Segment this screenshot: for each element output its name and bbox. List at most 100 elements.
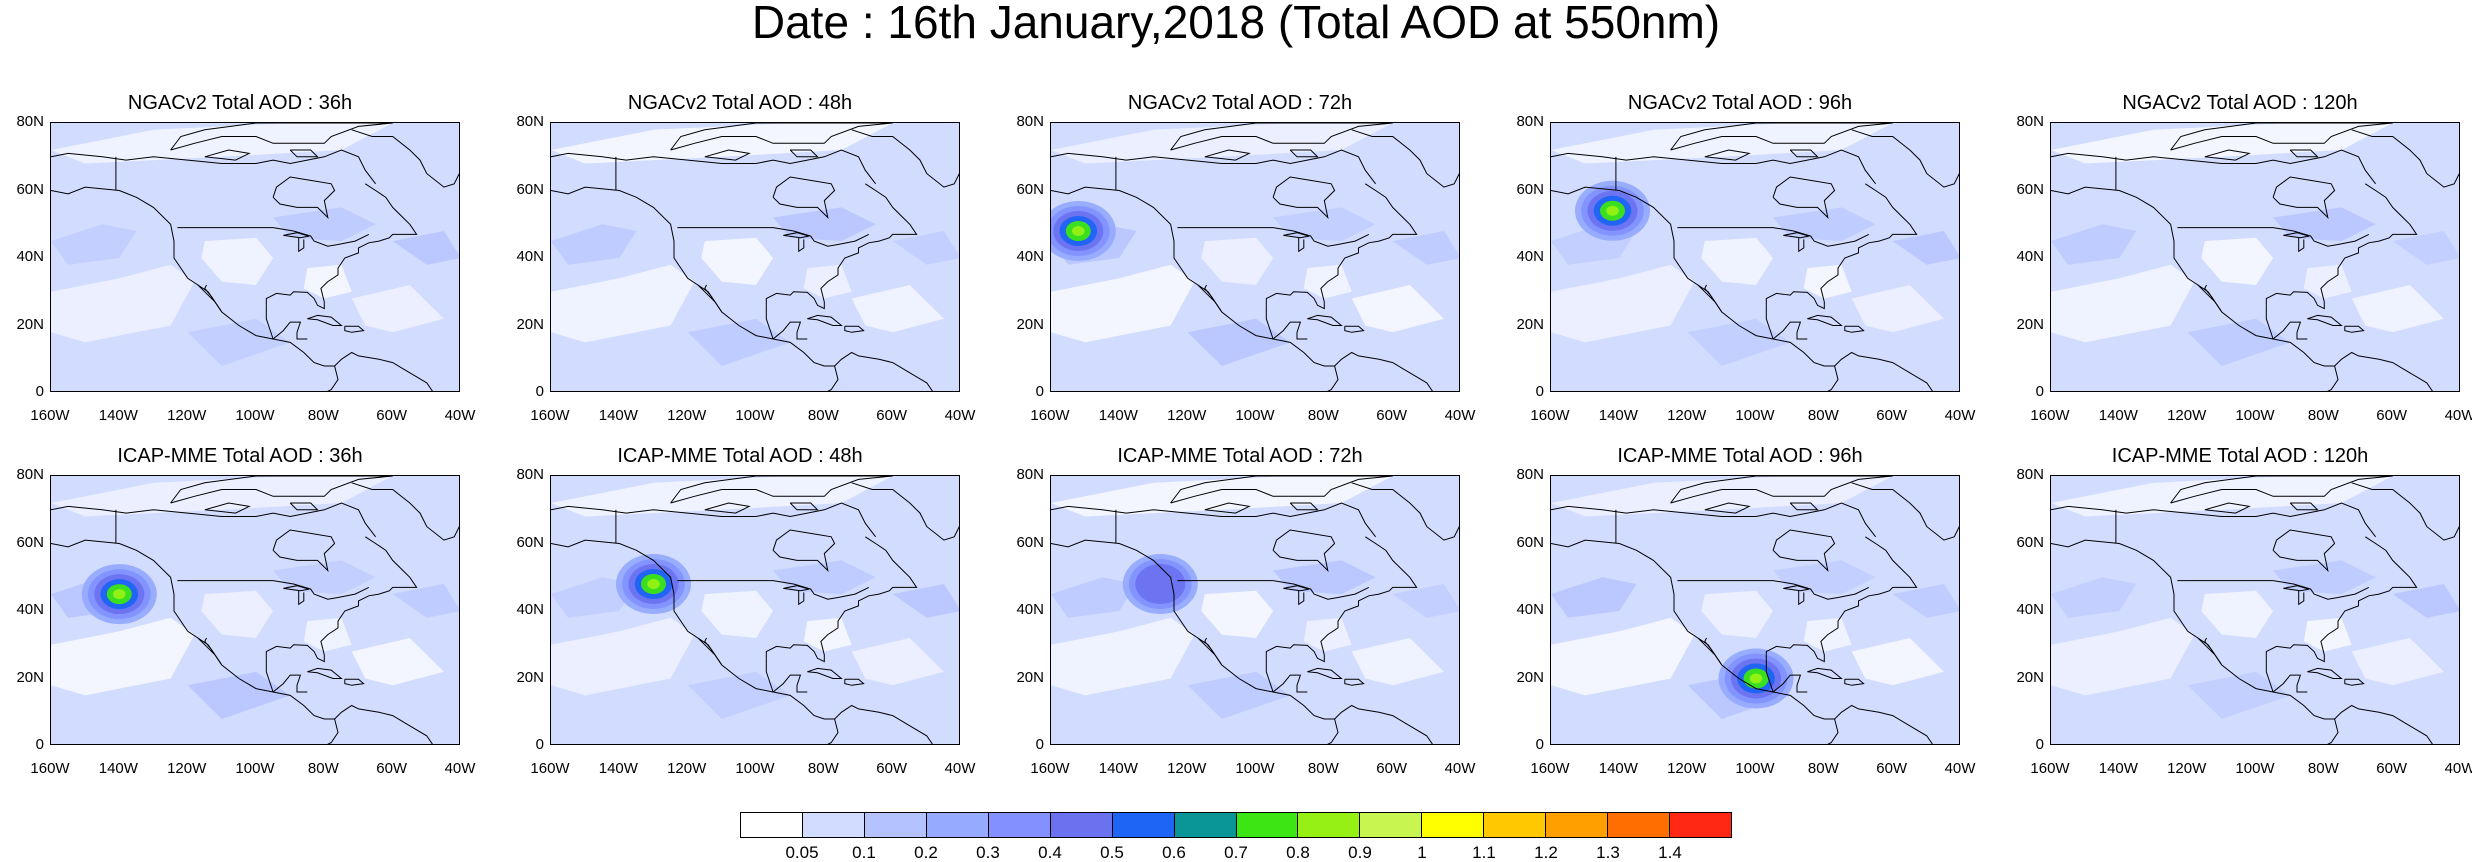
coastline (1265, 658, 1274, 693)
low-aod-patch (1351, 638, 1444, 686)
aod-map (1050, 122, 1460, 392)
coastline (677, 580, 870, 600)
coastline (1327, 718, 1339, 744)
coastline (1789, 502, 1819, 511)
low-aod-patch (2051, 617, 2195, 696)
lon-tick-label: 160W (30, 760, 70, 777)
aod-map-svg (551, 476, 959, 744)
panel-title: ICAP-MME Total AOD : 96h (1617, 445, 1863, 467)
colorbar-box (1546, 813, 1609, 837)
lat-tick-label: 80N (2016, 113, 2044, 130)
coastline (1289, 149, 1319, 158)
coastline (2170, 476, 2393, 504)
coastline (1851, 482, 1959, 541)
moderate-aod-patch (892, 584, 959, 618)
coastline (2204, 149, 2251, 161)
lon-tick-label: 60W (876, 407, 908, 424)
aod-map (1550, 122, 1960, 392)
lat-tick-label: 20N (2016, 315, 2044, 333)
lon-tick-label: 140W (98, 760, 138, 777)
moderate-aod-patch (551, 577, 637, 618)
coastline (1772, 321, 1808, 340)
map-panel: ICAP-MME Total AOD : 48h 80N 60N 40N 20N 0 160… (500, 445, 975, 790)
moderate-aod-patch (187, 671, 291, 719)
coastline (551, 539, 933, 744)
aod-map-svg (2051, 123, 2459, 391)
lon-tick-label: 80W (1307, 760, 1339, 777)
coastline (807, 667, 843, 679)
lat-tick-label: 60N (516, 180, 544, 198)
lat-tick-label: 0 (1035, 736, 1044, 753)
coastline (1307, 667, 1343, 679)
lon-tick-label: 100W (1735, 407, 1775, 424)
coastline (697, 637, 723, 666)
coastline (2351, 129, 2459, 188)
lon-tick-label: 160W (1530, 407, 1570, 424)
moderate-aod-patch (1892, 231, 1959, 265)
coastline (2298, 237, 2305, 253)
colorbar-label: 1.4 (1658, 843, 1682, 862)
lon-tick-label: 40W (444, 407, 476, 424)
coastline (265, 658, 274, 693)
lon-tick-label: 120W (1167, 760, 1207, 777)
lat-tick-label: 80N (1016, 113, 1044, 130)
low-aod-patch (1551, 476, 1893, 517)
lat-tick-label: 40N (1016, 601, 1044, 618)
coastline (1844, 325, 1865, 333)
colorbar-box (1484, 813, 1547, 837)
coastline (844, 678, 865, 686)
coastline (1807, 667, 1843, 679)
lat-tick-label: 0 (35, 736, 44, 753)
colorbar-label: 0.8 (1286, 843, 1310, 862)
colorbar-box (802, 813, 865, 837)
coastline (2289, 502, 2319, 511)
lat-tick-label: 0 (1035, 383, 1044, 400)
coastline (265, 305, 274, 340)
aod-map (50, 122, 460, 392)
lat-tick-label: 80N (1016, 466, 1044, 483)
colorbar-label: 0.6 (1162, 843, 1186, 862)
coastline (1272, 529, 1336, 573)
coastline (2265, 305, 2274, 340)
lat-tick-label: 40N (2016, 601, 2044, 618)
lon-tick-label: 140W (2098, 760, 2138, 777)
coastline (677, 227, 870, 247)
aod-map (1050, 475, 1460, 745)
coastline (2177, 227, 2370, 247)
coastline (704, 149, 751, 161)
low-aod-patch (1851, 638, 1944, 686)
aod-plume-contour (1749, 673, 1763, 684)
coastline (1177, 227, 1370, 247)
panel-title: NGACv2 Total AOD : 120h (2122, 92, 2358, 114)
map-panel: NGACv2 Total AOD : 36h 80N 60N 40N 20N 0 160W 1… (0, 92, 475, 437)
lon-tick-label: 80W (307, 760, 339, 777)
low-aod-patch (551, 123, 893, 164)
panel-title: ICAP-MME Total AOD : 120h (2111, 445, 2369, 467)
coastline (2327, 365, 2339, 391)
low-aod-patch (551, 476, 893, 517)
lon-tick-label: 60W (376, 407, 408, 424)
coastline (1298, 237, 1305, 253)
coastline (344, 678, 365, 686)
coastline (1265, 183, 1418, 310)
map-panel: ICAP-MME Total AOD : 120h 80N 60N 40N 20N 0 16… (2000, 445, 2472, 790)
coastline (1204, 149, 1251, 161)
coastline (772, 321, 808, 340)
aod-map-svg (1051, 476, 1459, 744)
lat-tick-label: 60N (1016, 180, 1044, 198)
coastline (2265, 658, 2274, 693)
aod-plume-contour (1606, 205, 1619, 216)
coastline (1051, 539, 1433, 744)
coastline (1827, 718, 1839, 744)
coastline (2327, 718, 2339, 744)
lat-tick-label: 20N (16, 668, 44, 686)
lon-tick-label: 60W (876, 760, 908, 777)
low-aod-patch (1051, 123, 1393, 164)
moderate-aod-patch (392, 231, 459, 265)
coastline (1697, 637, 1723, 666)
coastline (1798, 237, 1805, 253)
coastline (1551, 149, 1876, 185)
aod-plume-contour (1072, 226, 1085, 236)
lon-tick-label: 80W (2307, 407, 2339, 424)
coastline (307, 314, 343, 326)
